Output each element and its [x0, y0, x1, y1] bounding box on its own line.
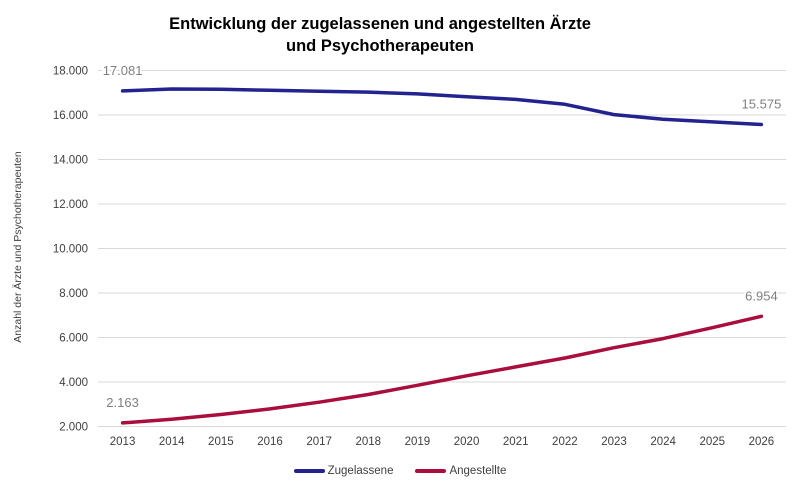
x-tick-label: 2025: [699, 436, 725, 448]
y-tick-label: 16.000: [53, 110, 88, 122]
plot-graphics: 18.000 16.000 14.000 12.000 10.000 8.000 6.000…: [53, 61, 786, 448]
y-tick-label: 4.000: [59, 377, 88, 389]
chart-title-line1: Entwicklung der zugelassenen und angeste…: [169, 15, 591, 33]
x-tick-label: 2021: [503, 436, 529, 448]
data-label-angestellte-start: 2.163: [106, 395, 139, 410]
chart-title: Entwicklung der zugelassenen und angeste…: [0, 13, 760, 57]
x-tick-label: 2026: [749, 436, 775, 448]
legend-item-zugelassene: Zugelassene: [293, 465, 394, 477]
y-tick-label: 8.000: [59, 288, 88, 300]
y-tick-label: 2.000: [59, 422, 88, 434]
legend-label: Angestellte: [449, 465, 507, 477]
x-tick-label: 2020: [454, 436, 480, 448]
legend-swatch-zugelassene: [293, 469, 325, 473]
x-tick-label: 2015: [208, 436, 234, 448]
x-tick-label: 2013: [110, 436, 136, 448]
series-line-angestellte: [120, 314, 764, 425]
y-axis-title: Anzahl der Ärzte und Psychotherapeuten: [12, 151, 24, 343]
x-tick-label: 2016: [257, 436, 283, 448]
x-tick-label: 2014: [159, 436, 185, 448]
y-tick-label: 6.000: [59, 333, 88, 345]
legend-item-angestellte: Angestellte: [415, 465, 506, 477]
legend-swatch-angestellte: [415, 469, 447, 473]
x-tick-label: 2022: [552, 436, 578, 448]
legend: Zugelassene Angestellte: [0, 462, 800, 480]
x-tick-label: 2019: [405, 436, 431, 448]
x-tick-label: 2024: [650, 436, 676, 448]
data-label-angestellte-end: 6.954: [745, 288, 778, 303]
x-tick-label: 2017: [306, 436, 332, 448]
legend-label: Zugelassene: [327, 465, 394, 477]
data-label-zugelassene-end: 15.575: [742, 96, 782, 111]
y-tick-label: 12.000: [53, 199, 88, 211]
data-label-zugelassene-start: 17.081: [103, 63, 143, 78]
chart-title-line2: und Psychotherapeuten: [286, 37, 474, 55]
y-tick-label: 14.000: [53, 155, 88, 167]
y-tick-label: 18.000: [53, 66, 88, 78]
y-tick-label: 10.000: [53, 244, 88, 256]
x-tick-label: 2023: [601, 436, 627, 448]
x-tick-label: 2018: [355, 436, 381, 448]
series-line-zugelassene: [120, 87, 764, 127]
